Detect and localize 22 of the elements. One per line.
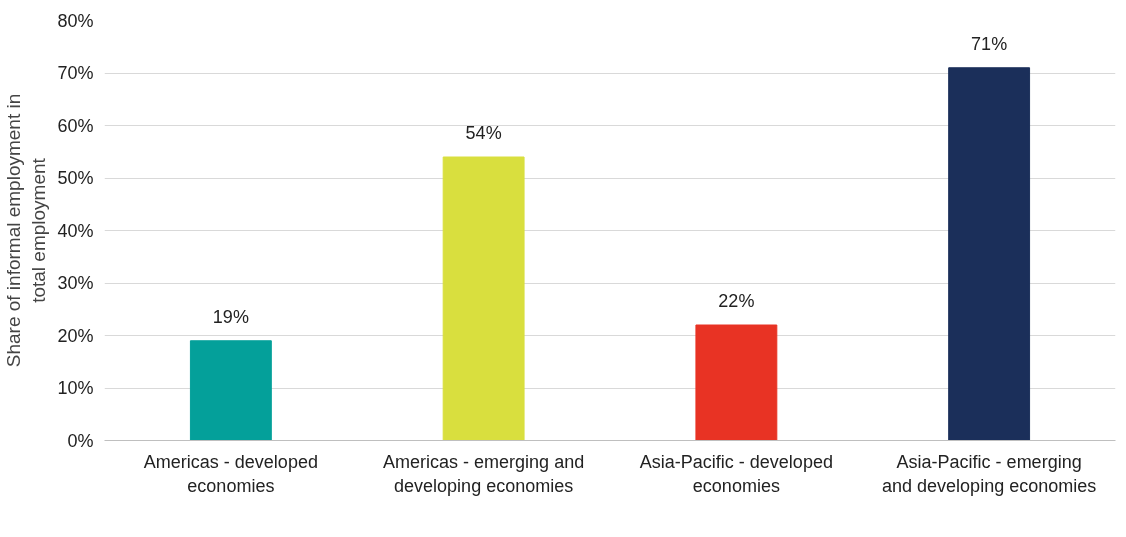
x-tick-label: Asia-Pacific - emerging and developing economies [882, 451, 1097, 496]
bar [189, 340, 272, 441]
y-tick-label: 50% [57, 168, 94, 188]
bar [695, 324, 778, 441]
data-label: 54% [465, 123, 502, 143]
y-tick-label: 20% [57, 325, 94, 346]
data-label: 71% [971, 33, 1008, 54]
x-tick-label: Americas - emerging and developing economies [383, 451, 585, 496]
y-tick-label: 30% [57, 273, 94, 293]
bar [442, 156, 525, 441]
y-axis-title: Share of informal employment in total employment [3, 93, 50, 368]
data-label: 22% [718, 291, 755, 311]
y-tick-label: 40% [57, 220, 94, 241]
x-tick-label: Americas - developed economies [143, 451, 318, 496]
y-tick-label: 60% [57, 115, 94, 136]
data-label: 19% [212, 306, 249, 327]
y-tick-label: 70% [57, 63, 94, 83]
x-tick-label: Asia-Pacific - developed economies [639, 451, 833, 496]
y-tick-label: 80% [57, 10, 94, 31]
y-tick-label: 10% [57, 378, 94, 398]
bar [948, 67, 1031, 441]
y-tick-label: 0% [67, 430, 94, 451]
